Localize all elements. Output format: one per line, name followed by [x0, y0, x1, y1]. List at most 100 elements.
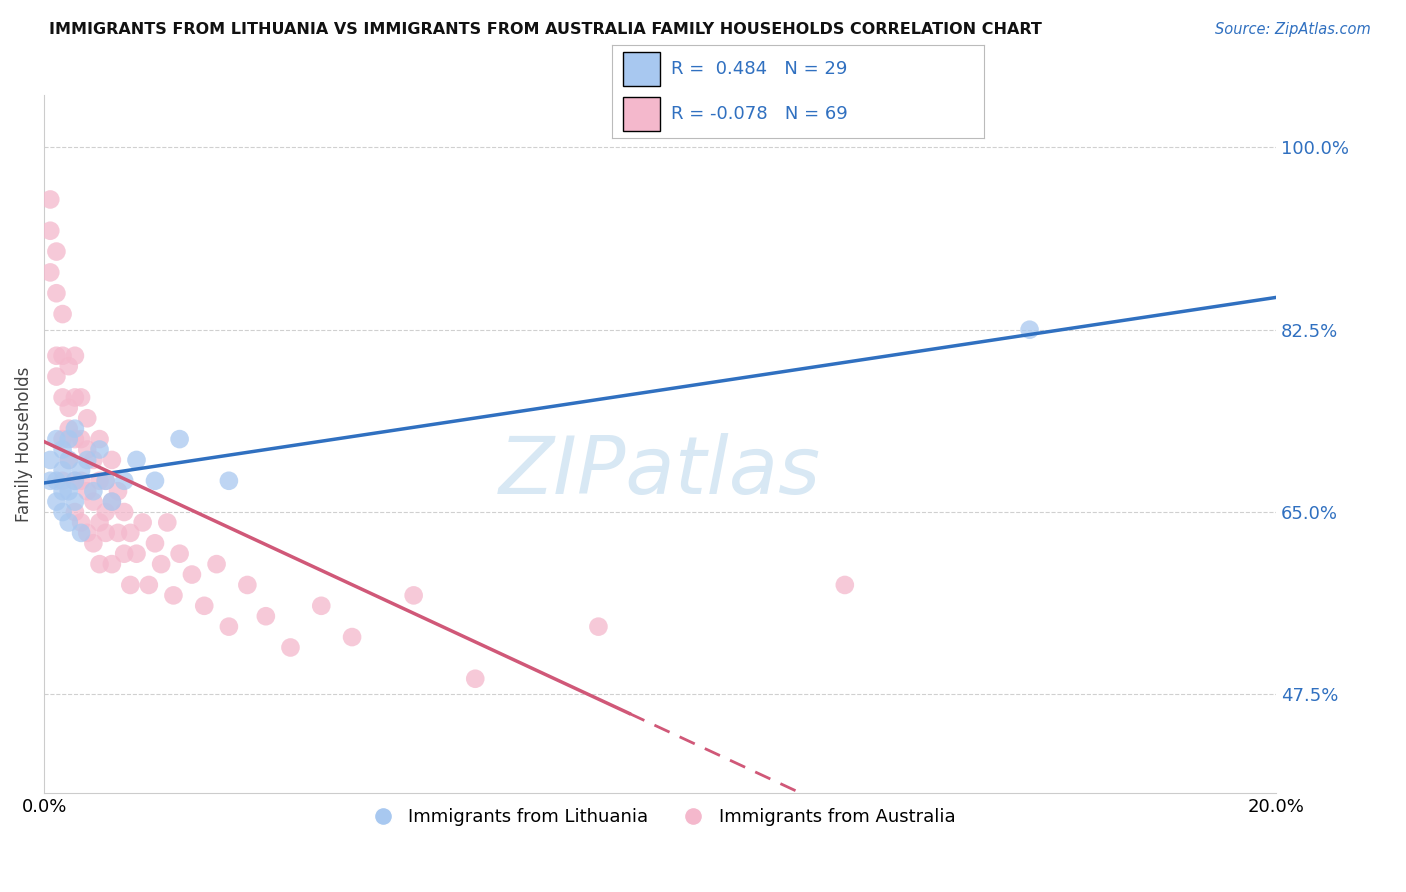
Point: [82, 536, 104, 550]
Point: [63, 505, 86, 519]
Point: [1018, 323, 1040, 337]
Point: [76, 525, 98, 540]
Point: [107, 525, 129, 540]
Point: [205, 557, 228, 571]
Point: [52, 505, 75, 519]
Point: [131, 516, 153, 530]
Point: [45, 369, 67, 384]
Point: [834, 578, 856, 592]
Point: [89, 432, 111, 446]
Y-axis label: Family Households: Family Households: [15, 367, 32, 522]
Point: [94, 505, 117, 519]
Point: [76, 484, 98, 499]
Point: [76, 453, 98, 467]
Point: [125, 547, 148, 561]
Point: [63, 494, 86, 508]
Point: [63, 422, 86, 436]
Point: [70, 516, 93, 530]
Point: [39, 224, 62, 238]
Point: [101, 494, 124, 508]
Point: [58, 432, 80, 446]
Point: [143, 536, 166, 550]
Point: [52, 349, 75, 363]
Point: [280, 640, 302, 655]
Point: [169, 547, 191, 561]
Point: [70, 474, 93, 488]
Point: [52, 484, 75, 499]
Point: [70, 525, 93, 540]
Point: [340, 630, 363, 644]
Text: R =  0.484   N = 29: R = 0.484 N = 29: [671, 60, 848, 78]
Point: [45, 286, 67, 301]
Point: [39, 193, 62, 207]
Point: [169, 432, 191, 446]
Text: R = -0.078   N = 69: R = -0.078 N = 69: [671, 105, 848, 123]
Point: [45, 349, 67, 363]
Point: [94, 525, 117, 540]
Point: [150, 557, 173, 571]
Point: [70, 463, 93, 477]
Point: [193, 599, 215, 613]
Point: [76, 442, 98, 457]
Point: [89, 557, 111, 571]
Point: [254, 609, 277, 624]
Point: [120, 525, 142, 540]
Point: [101, 453, 124, 467]
Point: [45, 494, 67, 508]
Point: [101, 557, 124, 571]
Point: [89, 474, 111, 488]
Point: [76, 411, 98, 425]
Point: [89, 442, 111, 457]
Point: [402, 588, 425, 602]
Point: [52, 463, 75, 477]
Point: [58, 516, 80, 530]
Point: [120, 578, 142, 592]
Text: ZIPatlas: ZIPatlas: [499, 434, 821, 511]
Point: [52, 307, 75, 321]
Point: [39, 474, 62, 488]
Point: [107, 484, 129, 499]
Point: [58, 484, 80, 499]
Point: [63, 391, 86, 405]
Point: [52, 442, 75, 457]
Point: [52, 432, 75, 446]
Point: [39, 453, 62, 467]
Point: [112, 547, 135, 561]
Point: [94, 474, 117, 488]
Point: [82, 453, 104, 467]
Point: [52, 391, 75, 405]
Legend: Immigrants from Lithuania, Immigrants from Australia: Immigrants from Lithuania, Immigrants fr…: [357, 801, 963, 833]
Point: [588, 620, 610, 634]
Point: [70, 432, 93, 446]
Point: [138, 578, 160, 592]
Point: [236, 578, 259, 592]
Point: [101, 494, 124, 508]
Point: [89, 516, 111, 530]
Point: [181, 567, 204, 582]
Point: [218, 620, 240, 634]
Point: [156, 516, 179, 530]
Point: [125, 453, 148, 467]
FancyBboxPatch shape: [623, 97, 659, 131]
Point: [70, 391, 93, 405]
Point: [218, 474, 240, 488]
Point: [82, 494, 104, 508]
Point: [63, 474, 86, 488]
Point: [112, 474, 135, 488]
Point: [45, 474, 67, 488]
Point: [58, 359, 80, 374]
Point: [63, 349, 86, 363]
Point: [58, 422, 80, 436]
Point: [58, 453, 80, 467]
Point: [52, 474, 75, 488]
Point: [311, 599, 333, 613]
Point: [58, 453, 80, 467]
Point: [63, 474, 86, 488]
Text: Source: ZipAtlas.com: Source: ZipAtlas.com: [1215, 22, 1371, 37]
Point: [94, 474, 117, 488]
Point: [464, 672, 486, 686]
Point: [82, 484, 104, 499]
Point: [162, 588, 184, 602]
Text: IMMIGRANTS FROM LITHUANIA VS IMMIGRANTS FROM AUSTRALIA FAMILY HOUSEHOLDS CORRELA: IMMIGRANTS FROM LITHUANIA VS IMMIGRANTS …: [49, 22, 1042, 37]
Point: [58, 401, 80, 415]
